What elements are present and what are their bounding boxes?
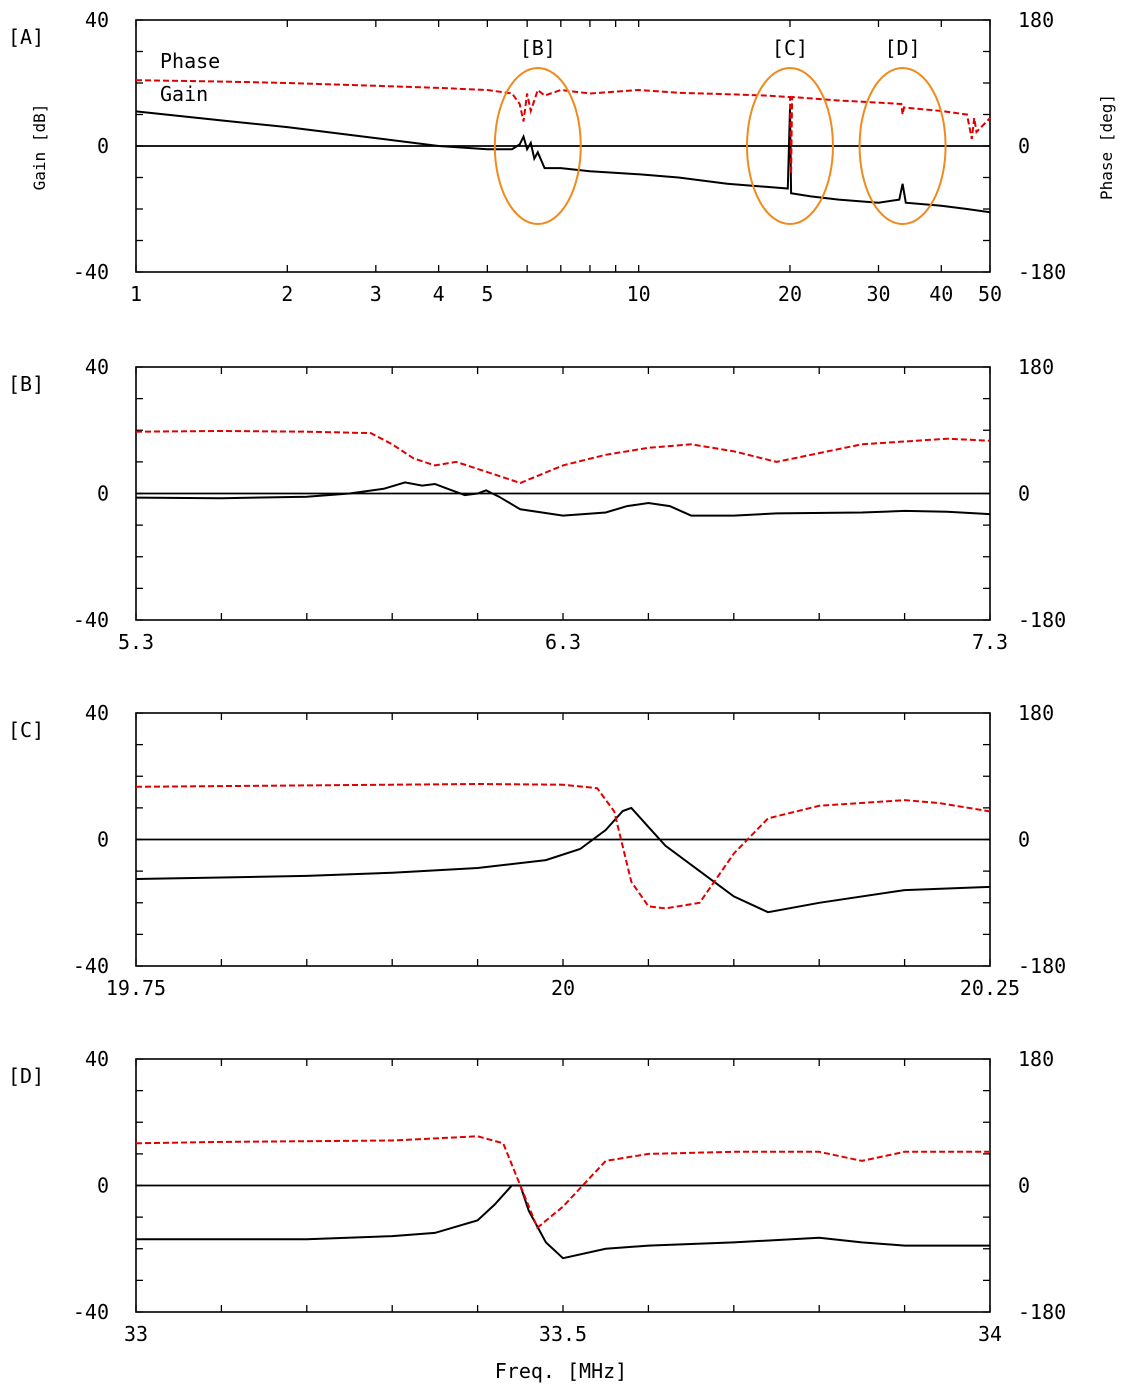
x-tick-label: 1: [130, 282, 142, 306]
panel-tag: [B]: [8, 372, 44, 396]
y-left-axis-title: Gain [dB]: [30, 104, 49, 191]
panel-b: 5.3 6.3 7.3 40 0 -40 180 0 -180 [B]: [8, 355, 1066, 654]
x-axis-title: Freq. [MHz]: [495, 1359, 627, 1383]
y-tick-label-left: -40: [73, 1300, 109, 1324]
y-tick-label-left: 0: [97, 134, 109, 158]
gain-series-line: [135, 108, 991, 214]
legend-label-gain: Gain: [160, 82, 208, 106]
legend-label-phase: Phase: [160, 49, 220, 73]
phase-series-line: [135, 782, 991, 910]
x-tick-label: 20.25: [960, 976, 1020, 1000]
y-tick-label-right: 180: [1018, 701, 1054, 725]
phase-series-line: [135, 1135, 990, 1230]
gain-series-line: [136, 1184, 990, 1260]
gain-series-line: [135, 806, 991, 914]
x-tick-label: 5.3: [118, 630, 154, 654]
y-tick-label-right: 180: [1018, 8, 1054, 32]
x-tick-label: 40: [929, 282, 953, 306]
panel-c: 19.75 20 20.25 40 0 -40 180 0 -180 [C]: [8, 701, 1066, 1000]
y-tick-label-left: 40: [85, 355, 109, 379]
x-tick-label: 4: [433, 282, 445, 306]
x-tick-label: 5: [481, 282, 493, 306]
panel-d: 33 33.5 34 40 0 -40 180 0 -180 [D]: [8, 1047, 1066, 1346]
y-tick-label-right: -180: [1018, 260, 1066, 284]
y-tick-label-left: -40: [73, 954, 109, 978]
x-tick-label: 19.75: [106, 976, 166, 1000]
y-tick-label-left: 40: [85, 701, 109, 725]
x-tick-label: 50: [978, 282, 1002, 306]
phase-series-line: [135, 79, 991, 175]
x-tick-label: 20: [551, 976, 575, 1000]
annotation-label: [D]: [885, 36, 921, 60]
y-tick-label-left: 0: [97, 1174, 109, 1198]
x-tick-label: 20: [778, 282, 802, 306]
x-tick-label: 6.3: [545, 630, 581, 654]
annotation-label: [B]: [520, 36, 556, 60]
x-tick-label: 33.5: [539, 1322, 587, 1346]
y-tick-label-right: 0: [1018, 482, 1030, 506]
x-tick-label: 34: [978, 1322, 1002, 1346]
highlight-ellipse-d: [858, 67, 947, 225]
x-tick-label: 30: [866, 282, 890, 306]
x-tick-label: 7.3: [972, 630, 1008, 654]
gain-series-line: [135, 481, 991, 517]
y-tick-label-right: 180: [1018, 355, 1054, 379]
y-tick-label-left: -40: [73, 260, 109, 284]
x-tick-label: 3: [370, 282, 382, 306]
y-tick-label-left: 40: [85, 1047, 109, 1071]
highlight-ellipse-b: [493, 67, 582, 225]
phase-series-line: [135, 429, 991, 485]
y-right-axis-title: Phase [deg]: [1097, 94, 1116, 200]
panel-tag: [D]: [8, 1064, 44, 1088]
panel-tag: [A]: [8, 25, 44, 49]
x-tick-label: 2: [281, 282, 293, 306]
y-tick-label-left: 0: [97, 482, 109, 506]
y-tick-label-right: -180: [1018, 954, 1066, 978]
panel-tag: [C]: [8, 718, 44, 742]
panel-a: 1 2 3 4 5 10 20 30 40 50 40 0 -40 180 0 -180 [A] Phase Gai…: [8, 8, 1066, 306]
y-tick-label-left: -40: [73, 608, 109, 632]
y-tick-label-right: 0: [1018, 1174, 1030, 1198]
y-tick-label-right: 0: [1018, 134, 1030, 158]
y-tick-label-right: 180: [1018, 1047, 1054, 1071]
highlight-ellipse-c: [745, 67, 834, 225]
annotation-label: [C]: [772, 36, 808, 60]
y-tick-label-right: -180: [1018, 608, 1066, 632]
y-tick-label-left: 40: [85, 8, 109, 32]
y-tick-label-right: 0: [1018, 828, 1030, 852]
panels: 1 2 3 4 5 10 20 30 40 50400-401800-180[A]PhaseGai…: [8, 8, 1066, 1346]
x-tick-label: 10: [627, 282, 651, 306]
x-tick-label: 33: [124, 1322, 148, 1346]
y-tick-label-right: -180: [1018, 1300, 1066, 1324]
y-tick-label-left: 0: [97, 828, 109, 852]
